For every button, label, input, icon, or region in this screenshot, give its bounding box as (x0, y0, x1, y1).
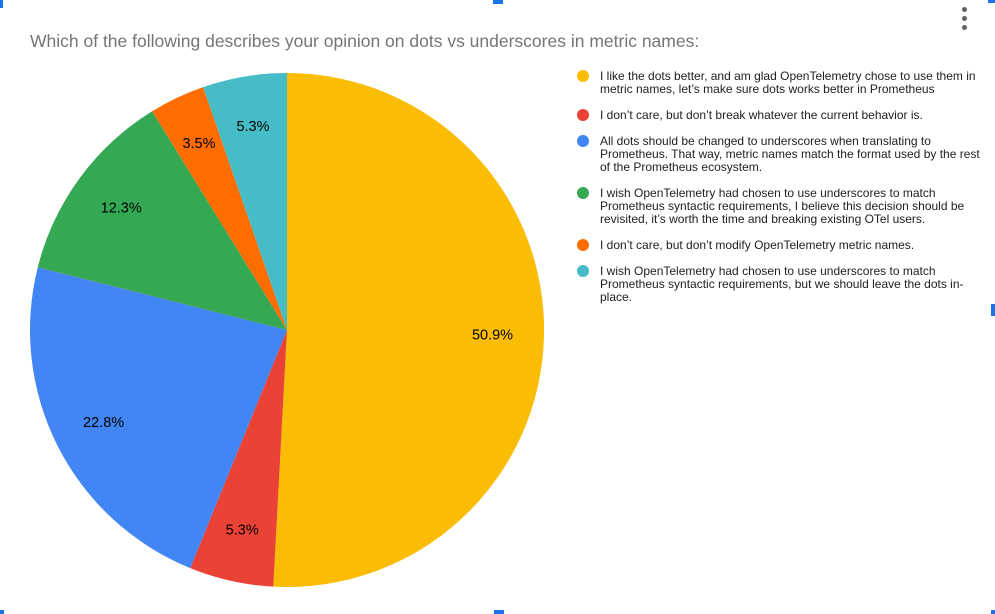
selection-handle-bottom-middle[interactable] (494, 610, 504, 614)
selection-handle-bottom-right[interactable] (991, 610, 995, 614)
pie-slice-1[interactable] (190, 330, 287, 587)
pie-percent-label-2: 22.8% (83, 415, 124, 431)
legend-item-1[interactable]: I don’t care, but don’t break whatever t… (577, 109, 982, 122)
legend-item-5[interactable]: I wish OpenTelemetry had chosen to use u… (577, 265, 982, 304)
legend-label: I don’t care, but don’t modify OpenTelem… (600, 238, 915, 252)
selection-handle-top-right[interactable] (988, 0, 995, 3)
pie-percent-label-0: 50.9% (472, 327, 513, 343)
legend-label: I wish OpenTelemetry had chosen to use u… (600, 264, 964, 304)
pie-slice-2[interactable] (30, 267, 287, 569)
selection-handle-top-left[interactable] (0, 0, 3, 8)
pie-percent-label-4: 3.5% (182, 136, 215, 152)
pie-slice-5[interactable] (203, 73, 287, 330)
pie-percent-label-1: 5.3% (226, 523, 259, 539)
pie-slice-3[interactable] (37, 111, 287, 330)
pie-percent-label-3: 12.3% (101, 200, 142, 216)
selection-handle-bottom-left[interactable] (0, 610, 4, 614)
pie-slice-0[interactable] (273, 73, 544, 587)
pie-slice-4[interactable] (152, 87, 287, 330)
legend-color-dot (577, 135, 589, 147)
more-options-icon[interactable] (959, 7, 969, 30)
kebab-dot (961, 16, 967, 21)
pie-percent-label-5: 5.3% (236, 119, 269, 135)
legend-color-dot (577, 265, 589, 277)
legend-color-dot (577, 70, 589, 82)
legend-color-dot (577, 187, 589, 199)
legend-color-dot (577, 239, 589, 251)
kebab-dot (961, 7, 967, 12)
legend-label: I don’t care, but don’t break whatever t… (600, 108, 923, 122)
legend-label: I like the dots better, and am glad Open… (600, 69, 976, 96)
chart-title: Which of the following describes your op… (30, 31, 700, 51)
kebab-dot (961, 25, 967, 30)
pie-chart: 50.9% 5.3% 22.8% 12.3% 3.5% 5.3% (30, 73, 544, 587)
legend-label: I wish OpenTelemetry had chosen to use u… (600, 186, 965, 226)
legend-item-2[interactable]: All dots should be changed to underscore… (577, 135, 982, 174)
chart-legend: I like the dots better, and am glad Open… (577, 70, 982, 317)
legend-item-3[interactable]: I wish OpenTelemetry had chosen to use u… (577, 187, 982, 226)
selection-handle-right-middle[interactable] (991, 304, 995, 316)
legend-color-dot (577, 109, 589, 121)
selection-handle-top-middle[interactable] (493, 0, 503, 4)
legend-label: All dots should be changed to underscore… (600, 134, 980, 174)
legend-item-0[interactable]: I like the dots better, and am glad Open… (577, 70, 982, 96)
legend-item-4[interactable]: I don’t care, but don’t modify OpenTelem… (577, 239, 982, 252)
